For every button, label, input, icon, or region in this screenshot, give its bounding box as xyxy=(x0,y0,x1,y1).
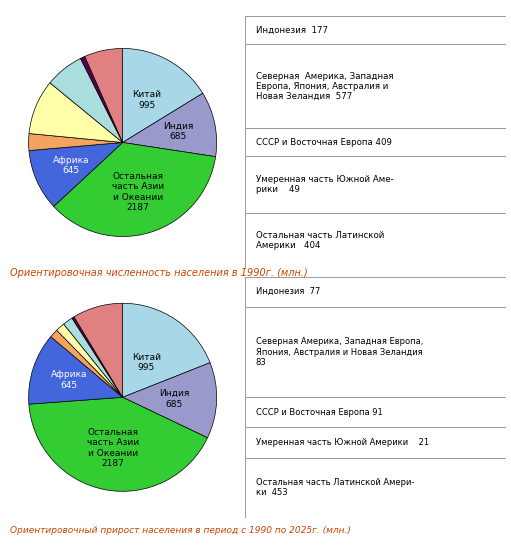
FancyBboxPatch shape xyxy=(245,277,506,307)
Wedge shape xyxy=(54,142,216,237)
Text: СССР и Восточная Европа 409: СССР и Восточная Европа 409 xyxy=(256,138,391,147)
Wedge shape xyxy=(123,48,203,142)
FancyBboxPatch shape xyxy=(245,458,506,518)
Wedge shape xyxy=(51,330,123,397)
Text: Ориентировочная численность населения в 1990г. (млн.): Ориентировочная численность населения в … xyxy=(10,267,308,278)
FancyBboxPatch shape xyxy=(245,307,506,397)
FancyBboxPatch shape xyxy=(245,128,506,157)
Wedge shape xyxy=(123,363,217,438)
Wedge shape xyxy=(74,303,123,397)
Text: Китай
995: Китай 995 xyxy=(132,90,161,110)
Wedge shape xyxy=(29,83,123,142)
Text: Индия
685: Индия 685 xyxy=(159,389,190,409)
Text: Китай
995: Китай 995 xyxy=(132,352,161,372)
Wedge shape xyxy=(57,324,123,397)
Text: Умеренная часть Южной Америки    21: Умеренная часть Южной Америки 21 xyxy=(256,438,429,447)
Wedge shape xyxy=(29,134,123,151)
FancyBboxPatch shape xyxy=(245,397,506,427)
FancyBboxPatch shape xyxy=(245,157,506,213)
Text: Африка
645: Африка 645 xyxy=(53,156,89,175)
Text: Индонезия  77: Индонезия 77 xyxy=(256,287,320,296)
Wedge shape xyxy=(123,93,217,157)
Text: Умеренная часть Южной Аме-
рики    49: Умеренная часть Южной Аме- рики 49 xyxy=(256,175,393,194)
Wedge shape xyxy=(50,59,123,142)
Wedge shape xyxy=(29,336,123,404)
FancyBboxPatch shape xyxy=(245,213,506,269)
Text: Северная Америка, Западная Европа,
Япония, Австралия и Новая Зеландия
83: Северная Америка, Западная Европа, Япони… xyxy=(256,337,423,367)
Wedge shape xyxy=(29,397,207,492)
Text: Остальная
часть Азии
и Океании
2187: Остальная часть Азии и Океании 2187 xyxy=(87,428,139,468)
Wedge shape xyxy=(29,142,123,207)
FancyBboxPatch shape xyxy=(245,16,506,44)
Text: Северная  Америка, Западная
Европа, Япония, Австралия и
Новая Зеландия  577: Северная Америка, Западная Европа, Япони… xyxy=(256,72,393,101)
Wedge shape xyxy=(85,48,123,142)
Text: Индонезия  177: Индонезия 177 xyxy=(256,26,328,35)
FancyBboxPatch shape xyxy=(245,427,506,458)
Wedge shape xyxy=(72,317,123,397)
Wedge shape xyxy=(81,56,123,142)
Text: Остальная
часть Азии
и Океании
2187: Остальная часть Азии и Океании 2187 xyxy=(112,172,164,212)
FancyBboxPatch shape xyxy=(245,44,506,128)
Text: Ориентировочный прирост населения в период с 1990 по 2025г. (млн.): Ориентировочный прирост населения в пери… xyxy=(10,526,351,535)
Wedge shape xyxy=(64,318,123,397)
Text: Остальная часть Латинской
Америки   404: Остальная часть Латинской Америки 404 xyxy=(256,231,384,250)
Text: СССР и Восточная Европа 91: СССР и Восточная Европа 91 xyxy=(256,408,382,417)
Wedge shape xyxy=(123,303,210,397)
Text: Индия
685: Индия 685 xyxy=(162,122,193,141)
Text: Африка
645: Африка 645 xyxy=(51,370,87,390)
Text: Остальная часть Латинской Амери-
ки  453: Остальная часть Латинской Амери- ки 453 xyxy=(256,478,414,498)
